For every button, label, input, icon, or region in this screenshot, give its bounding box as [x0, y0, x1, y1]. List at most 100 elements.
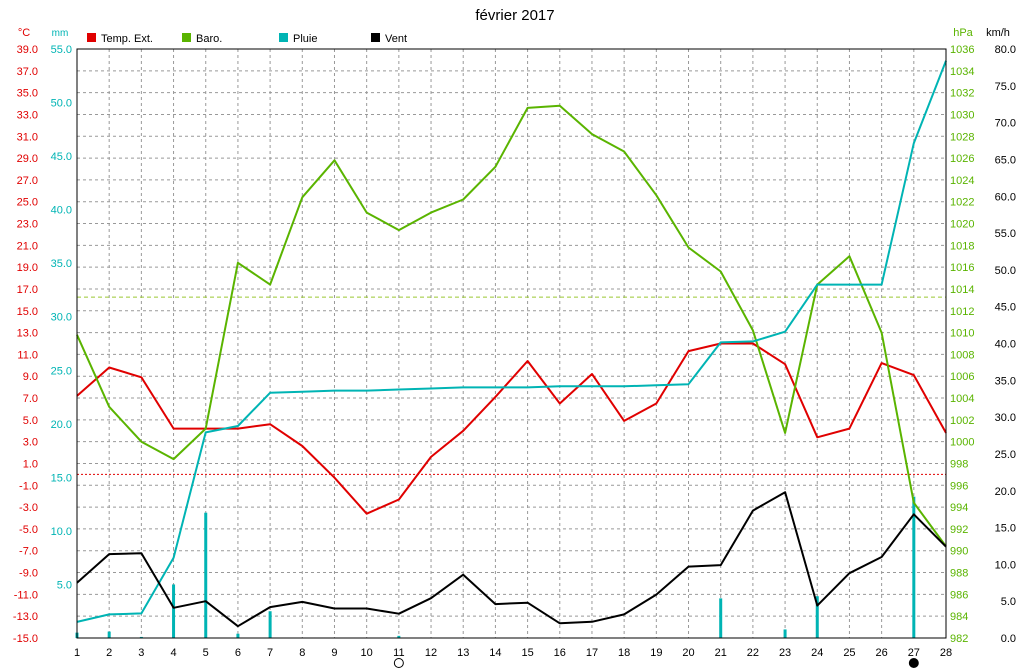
day-tick-label: 10	[361, 647, 373, 659]
wind-tick-label: 80.0	[995, 44, 1016, 56]
day-tick-label: 2	[106, 647, 112, 659]
pressure-tick-label: 996	[950, 480, 968, 492]
daily-rain-bar	[783, 629, 787, 638]
temperature-tick-label: 5.0	[23, 415, 38, 427]
wind-tick-label: 60.0	[995, 191, 1016, 203]
legend-swatch-temperature	[87, 33, 96, 42]
pressure-tick-label: 990	[950, 546, 968, 558]
pressure-tick-label: 1004	[950, 393, 974, 405]
day-tick-label: 20	[682, 647, 694, 659]
legend-label-rain: Pluie	[293, 33, 317, 45]
pressure-tick-label: 982	[950, 633, 968, 645]
day-tick-label: 26	[876, 647, 888, 659]
day-tick-label: 18	[618, 647, 630, 659]
rain-tick-label: 20.0	[51, 419, 72, 431]
legend-item-wind: Vent	[371, 33, 407, 45]
rain-tick-label: 35.0	[51, 258, 72, 270]
legend-label-wind: Vent	[385, 33, 407, 45]
new-moon-icon	[908, 658, 919, 668]
pressure-tick-label: 1014	[950, 284, 974, 296]
rain-tick-label: 45.0	[51, 151, 72, 163]
temperature-line	[76, 342, 947, 515]
daily-rain-bar	[912, 496, 916, 638]
day-tick-label: 4	[170, 647, 176, 659]
legend-label-pressure: Baro.	[196, 33, 222, 45]
wind-tick-label: 40.0	[995, 339, 1016, 351]
temperature-tick-label: 3.0	[23, 437, 38, 449]
wind-tick-label: 45.0	[995, 302, 1016, 314]
pressure-tick-label: 1036	[950, 44, 974, 56]
wind-tick-label: 55.0	[995, 228, 1016, 240]
pressure-tick-label: 992	[950, 524, 968, 536]
temperature-tick-label: -13.0	[13, 611, 38, 623]
wind-tick-label: 50.0	[995, 265, 1016, 277]
full-moon-icon	[393, 658, 404, 668]
temperature-tick-label: 17.0	[17, 284, 38, 296]
legend: Temp. Ext. Baro. Pluie Vent	[87, 33, 407, 45]
wind-tick-label: 65.0	[995, 154, 1016, 166]
pressure-tick-label: 1028	[950, 131, 974, 143]
pressure-tick-label: 1026	[950, 153, 974, 165]
day-tick-label: 1	[74, 647, 80, 659]
day-tick-label: 25	[843, 647, 855, 659]
day-tick-label: 14	[489, 647, 501, 659]
day-tick-label: 28	[940, 647, 952, 659]
rain-tick-label: 10.0	[51, 526, 72, 538]
temperature-tick-label: 35.0	[17, 88, 38, 100]
day-tick-label: 27	[908, 647, 920, 659]
day-tick-label: 5	[203, 647, 209, 659]
temperature-tick-label: 1.0	[23, 458, 38, 470]
day-tick-label: 9	[331, 647, 337, 659]
pressure-tick-label: 984	[950, 611, 968, 623]
pressure-tick-label: 1012	[950, 306, 974, 318]
wind-tick-label: 0.0	[1001, 633, 1016, 645]
pressure-tick-label: 1008	[950, 349, 974, 361]
legend-item-rain: Pluie	[279, 33, 317, 45]
temperature-tick-label: 13.0	[17, 328, 38, 340]
rain-unit-label: mm	[52, 28, 69, 39]
legend-swatch-rain	[279, 33, 288, 42]
pressure-unit-label: hPa	[953, 27, 973, 39]
temperature-tick-label: 33.0	[17, 109, 38, 121]
rain-cumulative-line	[76, 60, 947, 623]
pressure-tick-label: 994	[950, 502, 968, 514]
temperature-tick-label: 19.0	[17, 262, 38, 274]
day-tick-label: 6	[235, 647, 241, 659]
day-tick-label: 7	[267, 647, 273, 659]
daily-rain-bar	[268, 611, 272, 638]
legend-label-temperature: Temp. Ext.	[101, 33, 153, 45]
pressure-tick-label: 1018	[950, 240, 974, 252]
temperature-tick-label: -11.0	[14, 589, 38, 601]
wind-tick-label: 25.0	[995, 449, 1016, 461]
temperature-tick-label: -3.0	[19, 502, 38, 514]
day-tick-label: 3	[138, 647, 144, 659]
wind-tick-label: 20.0	[995, 486, 1016, 498]
day-tick-label: 19	[650, 647, 662, 659]
wind-tick-label: 35.0	[995, 375, 1016, 387]
pressure-tick-label: 1006	[950, 371, 974, 383]
daily-rain-bar	[719, 598, 723, 638]
legend-swatch-pressure	[182, 33, 191, 42]
wind-line	[76, 491, 947, 628]
rain-tick-label: 25.0	[51, 365, 72, 377]
temperature-tick-label: 25.0	[17, 197, 38, 209]
temperature-tick-label: 27.0	[17, 175, 38, 187]
day-tick-label: 16	[554, 647, 566, 659]
daily-rain-bar	[236, 633, 240, 638]
temperature-tick-label: 39.0	[17, 44, 38, 56]
pressure-tick-label: 1024	[950, 175, 974, 187]
temperature-tick-label: -15.0	[13, 633, 38, 645]
temperature-tick-label: 37.0	[17, 66, 38, 78]
temperature-tick-label: -9.0	[19, 568, 38, 580]
daily-rain-bar	[815, 596, 819, 638]
wind-tick-label: 10.0	[995, 559, 1016, 571]
legend-swatch-wind	[371, 33, 380, 42]
reference-lines	[77, 296, 946, 475]
rain-tick-label: 15.0	[51, 472, 72, 484]
pressure-tick-label: 988	[950, 568, 968, 580]
rain-tick-label: 40.0	[51, 205, 72, 217]
temperature-tick-label: 15.0	[17, 306, 38, 318]
pressure-tick-label: 1034	[950, 66, 974, 78]
